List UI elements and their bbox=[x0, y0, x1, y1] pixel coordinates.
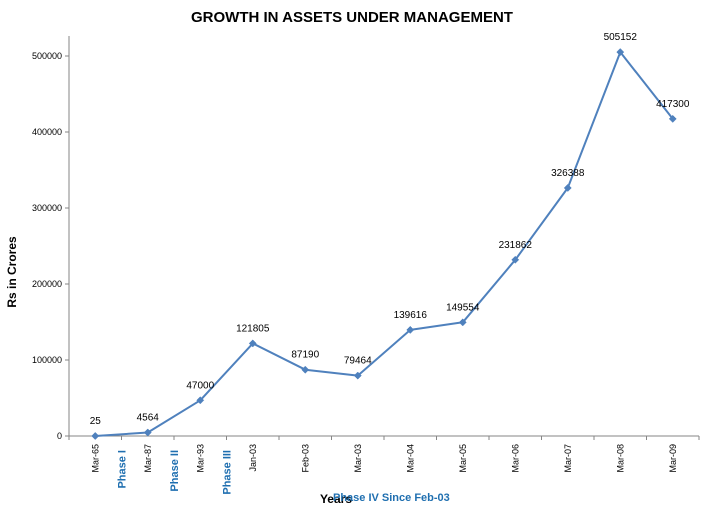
series-group bbox=[91, 48, 677, 440]
data-label: 87190 bbox=[291, 350, 319, 361]
phase-annotation: Phase I bbox=[117, 450, 129, 489]
x-tick-label: Mar-06 bbox=[510, 444, 520, 473]
x-tick-label: Mar-65 bbox=[90, 444, 100, 473]
phase-annotation: Phase II bbox=[169, 450, 181, 492]
axes: 0 100000 200000 300000 400000 500000 Mar-65 Mar… bbox=[32, 36, 700, 473]
x-tick-label: Feb-03 bbox=[300, 444, 310, 473]
data-label: 79464 bbox=[344, 356, 372, 367]
annotations: Phase I Phase II Phase III Phase IV Since F… bbox=[117, 450, 450, 504]
data-label: 417300 bbox=[656, 99, 690, 110]
data-point bbox=[143, 428, 152, 437]
y-tick-label: 300000 bbox=[32, 203, 62, 213]
phase-annotation: Phase III bbox=[222, 450, 234, 495]
y-tick-label: 100000 bbox=[32, 355, 62, 365]
x-tick-label: Mar-87 bbox=[143, 444, 153, 473]
x-tick-label: Mar-07 bbox=[563, 444, 573, 473]
y-tick-label: 400000 bbox=[32, 127, 62, 137]
data-point bbox=[353, 371, 362, 380]
chart-title: GROWTH IN ASSETS UNDER MANAGEMENT bbox=[191, 9, 513, 26]
y-tick-label: 200000 bbox=[32, 279, 62, 289]
data-point bbox=[511, 255, 520, 264]
y-tick-label: 0 bbox=[57, 431, 62, 441]
x-tick-label: Mar-04 bbox=[405, 444, 415, 473]
data-label: 505152 bbox=[604, 32, 638, 43]
x-tick-label: Mar-05 bbox=[458, 444, 468, 473]
data-point bbox=[616, 48, 625, 57]
y-axis-title: Rs in Crores bbox=[5, 236, 19, 308]
phase-annotation: Phase IV Since Feb-03 bbox=[333, 492, 450, 504]
y-tick-label: 500000 bbox=[32, 51, 62, 61]
data-label: 47000 bbox=[186, 380, 214, 391]
data-point bbox=[458, 318, 467, 327]
data-point bbox=[668, 114, 677, 123]
data-labels: 25 4564 47000 121805 87190 79464 139616 149554 2… bbox=[90, 32, 690, 427]
series-line bbox=[95, 51, 674, 437]
data-point bbox=[91, 432, 100, 440]
data-label: 326388 bbox=[551, 168, 585, 179]
data-label: 231862 bbox=[499, 240, 533, 251]
x-tick-label: Mar-03 bbox=[353, 444, 363, 473]
x-tick-label: Mar-09 bbox=[668, 444, 678, 473]
x-axis-title: Years bbox=[320, 492, 352, 506]
data-point bbox=[248, 339, 257, 348]
data-label: 139616 bbox=[394, 310, 428, 321]
data-label: 4564 bbox=[137, 413, 160, 424]
x-tick-label: Mar-08 bbox=[615, 444, 625, 473]
data-label: 121805 bbox=[236, 323, 270, 334]
x-tick-label: Jan-03 bbox=[248, 444, 258, 472]
data-label: 25 bbox=[90, 416, 102, 427]
data-point bbox=[301, 365, 310, 374]
data-label: 149554 bbox=[446, 302, 480, 313]
data-point bbox=[196, 396, 205, 405]
data-point bbox=[563, 183, 572, 192]
data-point bbox=[406, 325, 415, 334]
x-tick-label: Mar-93 bbox=[195, 444, 205, 473]
